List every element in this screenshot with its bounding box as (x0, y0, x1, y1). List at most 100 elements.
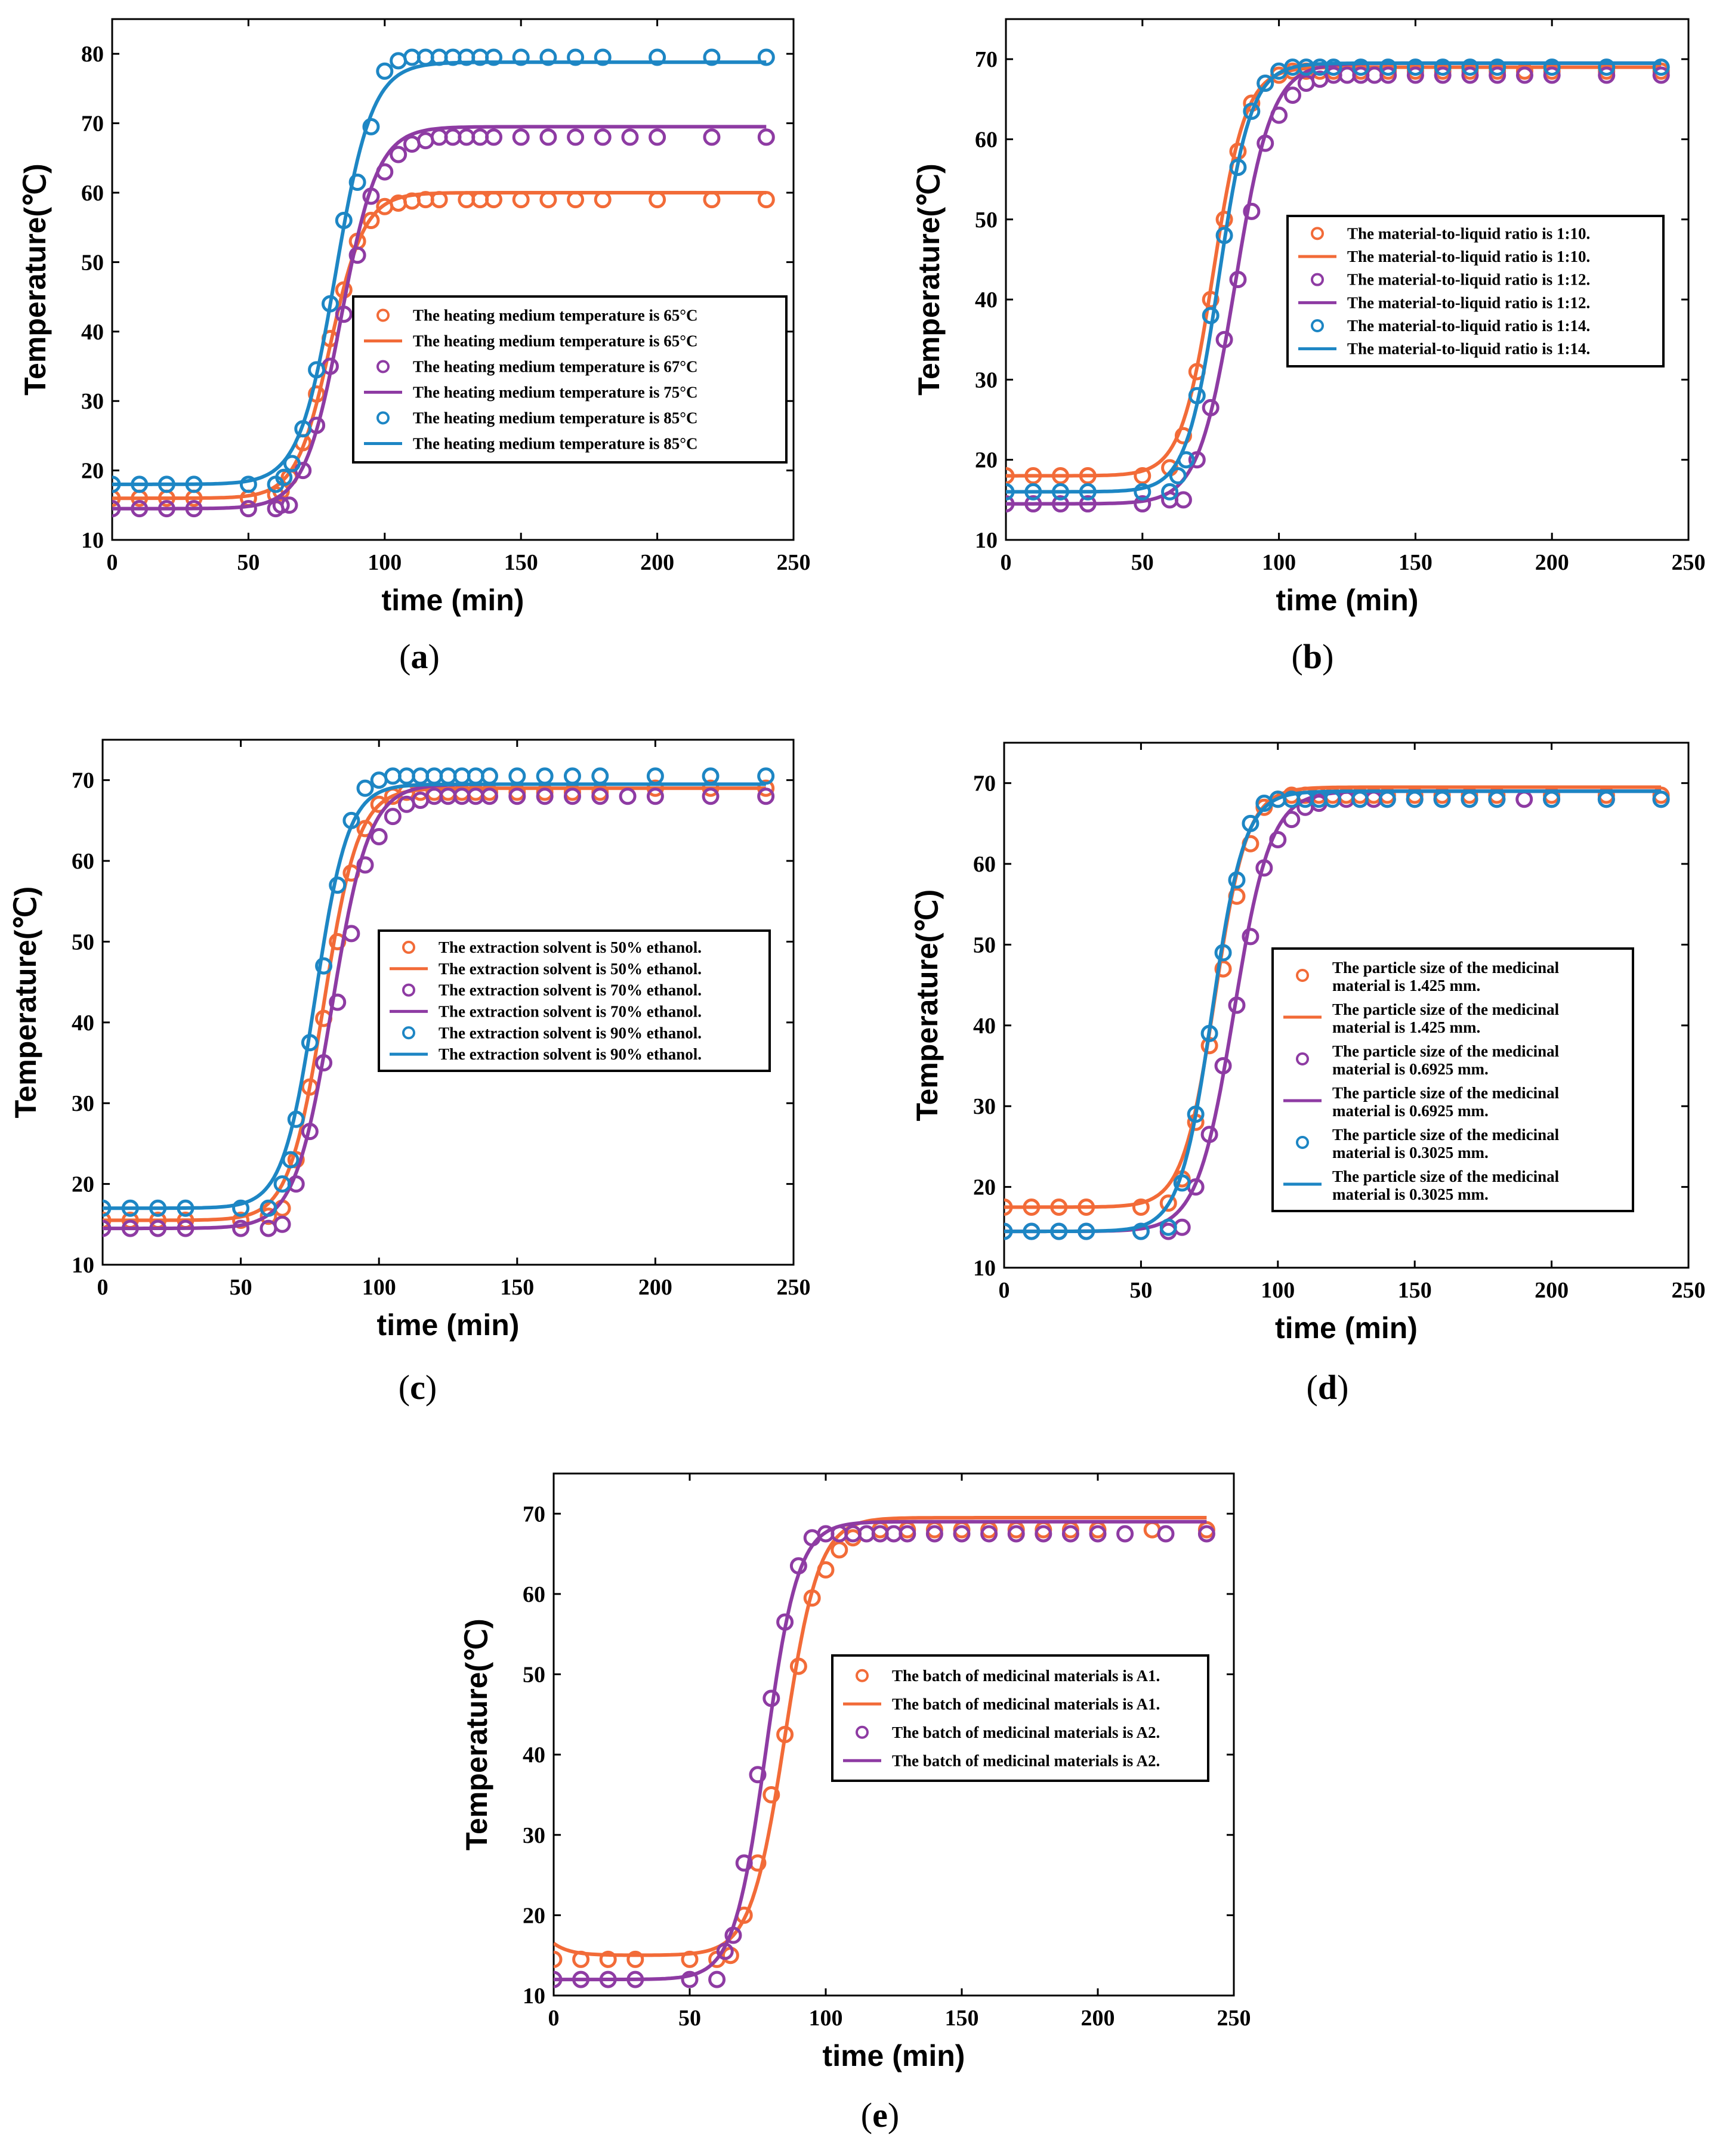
x-tick-label: 200 (638, 1275, 672, 1300)
y-tick-label: 50 (72, 929, 94, 955)
data-point-purple (232, 1219, 250, 1237)
data-point-orange (1134, 467, 1151, 485)
data-point-purple (1489, 66, 1506, 84)
legend: The particle size of the medicinal materi… (1271, 947, 1634, 1212)
y-tick-label: 50 (81, 250, 104, 275)
y-tick-label: 30 (523, 1823, 545, 1848)
data-point-purple (390, 146, 407, 163)
data-point-purple (1134, 495, 1151, 513)
x-axis-label: time (min) (1276, 583, 1419, 617)
data-point-purple (348, 246, 366, 264)
y-tick-label: 20 (81, 459, 104, 484)
x-tick-label: 200 (640, 550, 674, 575)
legend-entry-label: The particle size of the medicinal materi… (1332, 1167, 1560, 1203)
data-point-purple (1174, 491, 1192, 509)
y-tick-label: 40 (72, 1011, 94, 1036)
data-point-purple (1434, 66, 1452, 84)
legend-entry-label: The particle size of the medicinal materi… (1332, 1084, 1560, 1120)
data-point-blue (1406, 58, 1424, 76)
legend-marker-swatch (856, 1669, 869, 1682)
chart-panel-e: 0 50 100 150 200 250 10 20 30 40 50 60 70 time (min) T… (460, 1472, 1251, 2135)
x-tick-label: 50 (678, 2006, 701, 2031)
y-tick-label: 70 (523, 1502, 545, 1527)
x-tick-label: 50 (1131, 550, 1154, 575)
data-point-orange (554, 1950, 563, 1968)
y-tick-label: 70 (973, 771, 996, 796)
data-point-blue (1325, 58, 1342, 76)
legend-entry-label: The particle size of the medicinal materi… (1332, 1000, 1560, 1036)
data-point-purple (384, 808, 402, 826)
x-tick-label: 200 (1535, 1278, 1569, 1303)
data-point-blue (1132, 1222, 1150, 1240)
x-tick-label: 150 (1398, 1278, 1432, 1303)
legend-marker-swatch (376, 360, 390, 373)
y-tick-label: 20 (72, 1172, 94, 1197)
x-tick-label: 250 (777, 1275, 811, 1300)
legend: The extraction solvent is 50% ethanol. Th… (378, 929, 771, 1072)
legend-entry-label: The heating medium temperature is 85°C (413, 409, 698, 427)
data-point-purple (1543, 66, 1561, 84)
panel-caption: (d) (1307, 1368, 1349, 1407)
y-tick-label: 20 (975, 448, 998, 473)
legend-marker-swatch (376, 308, 390, 322)
data-point-purple (370, 827, 388, 845)
data-point-purple (1379, 66, 1397, 84)
legend-entry-label: The material-to-liquid ratio is 1:12. (1347, 294, 1590, 311)
x-tick-label: 0 (1001, 550, 1012, 575)
data-point-purple (329, 993, 347, 1011)
x-tick-label: 0 (107, 550, 118, 575)
data-point-orange (1214, 960, 1232, 978)
data-point-purple (1243, 202, 1261, 220)
data-point-blue (594, 48, 612, 66)
fit-line-blue (1004, 789, 1662, 1234)
legend-entry-label: The batch of medicinal materials is A2. (892, 1752, 1160, 1769)
legend: The material-to-liquid ratio is 1:10. The… (1286, 215, 1665, 367)
data-point-purple (980, 1525, 998, 1543)
data-point-purple (757, 787, 775, 805)
x-axis-label: time (min) (382, 583, 524, 617)
x-tick-label: 250 (1672, 550, 1706, 575)
x-tick-label: 100 (1262, 550, 1296, 575)
legend-marker-swatch (1311, 319, 1324, 332)
legend: The heating medium temperature is 65°C Th… (352, 295, 788, 464)
data-point-blue (239, 475, 257, 493)
data-point-purple (1035, 1525, 1052, 1543)
chart-panel-b: 0 50 100 150 200 250 10 20 30 40 50 60 70 time (min) T… (912, 18, 1706, 676)
data-point-orange (1132, 1198, 1150, 1216)
data-point-blue (1461, 58, 1479, 76)
data-point-purple (1283, 87, 1301, 104)
data-point-orange (831, 1541, 848, 1559)
y-tick-label: 30 (975, 367, 998, 393)
data-point-purple (512, 128, 530, 146)
data-point-purple (1007, 1525, 1025, 1543)
data-point-blue (1652, 58, 1670, 76)
series-group (554, 1516, 1215, 1988)
panel-caption: (c) (399, 1368, 437, 1407)
data-point-purple (563, 787, 581, 805)
data-point-blue (1379, 58, 1397, 76)
legend-entry-label: The particle size of the medicinal materi… (1332, 1042, 1560, 1078)
x-tick-label: 100 (809, 2006, 843, 2031)
data-point-purple (1116, 1525, 1134, 1543)
data-point-purple (1157, 1525, 1175, 1543)
data-point-purple (1598, 66, 1616, 84)
data-point-blue (356, 779, 374, 797)
data-point-purple (1515, 66, 1533, 84)
data-point-blue (1543, 58, 1561, 76)
data-point-purple (953, 1525, 971, 1543)
x-tick-label: 100 (362, 1275, 396, 1300)
y-tick-label: 40 (81, 320, 104, 345)
data-point-blue (1352, 58, 1370, 76)
legend-marker-swatch (402, 1026, 415, 1040)
data-point-blue (376, 62, 394, 80)
data-point-purple (646, 787, 664, 805)
y-tick-label: 80 (81, 42, 104, 67)
y-tick-label: 20 (523, 1903, 545, 1928)
legend-box (352, 295, 788, 464)
data-point-purple (594, 128, 612, 146)
data-point-purple (480, 787, 498, 805)
x-axis-label: time (min) (1275, 1311, 1418, 1345)
y-tick-label: 60 (975, 127, 998, 152)
legend-entry-label: The material-to-liquid ratio is 1:12. (1347, 271, 1590, 289)
